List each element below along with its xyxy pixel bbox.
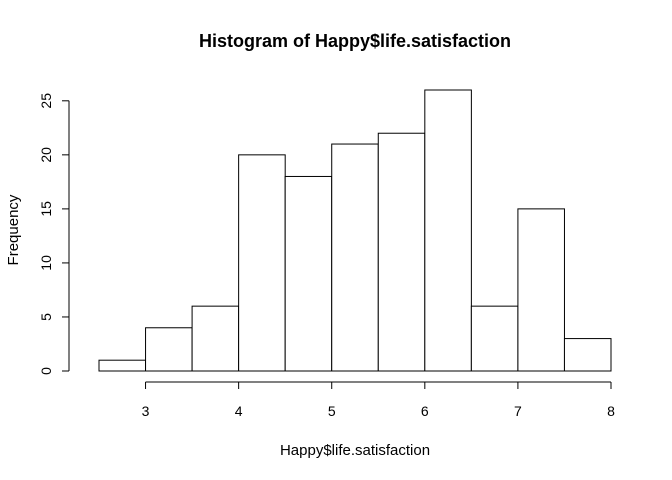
y-tick-label: 0 [38, 367, 54, 375]
y-axis: 0 5 10 15 20 25 [38, 93, 70, 375]
histogram-bar [98, 359, 147, 372]
histogram-bar [145, 327, 193, 372]
y-tick-label: 20 [38, 147, 54, 163]
x-tick-label: 7 [514, 403, 522, 419]
x-tick-label: 6 [421, 403, 429, 419]
histogram-bar [191, 305, 240, 372]
histogram-bars [98, 89, 612, 372]
x-tick-label: 8 [607, 403, 615, 419]
histogram-bar [331, 143, 379, 372]
histogram-bar [284, 175, 333, 372]
histogram-bar [563, 338, 612, 372]
histogram-bar [517, 208, 565, 372]
x-axis: 3 4 5 6 7 8 [142, 381, 615, 419]
histogram-bar [238, 154, 286, 372]
histogram-bar [377, 132, 426, 372]
x-tick-label: 4 [235, 403, 243, 419]
y-tick-label: 25 [38, 93, 54, 109]
y-axis-label: Frequency [5, 194, 22, 265]
y-tick-label: 10 [38, 255, 54, 271]
histogram-bar [470, 305, 519, 372]
histogram-bar [424, 89, 472, 372]
chart-title: Histogram of Happy$life.satisfaction [199, 31, 511, 51]
y-tick-label: 15 [38, 201, 54, 217]
y-tick-label: 5 [38, 313, 54, 321]
x-axis-label: Happy$life.satisfaction [280, 442, 430, 459]
x-tick-label: 3 [142, 403, 150, 419]
x-tick-label: 5 [328, 403, 336, 419]
